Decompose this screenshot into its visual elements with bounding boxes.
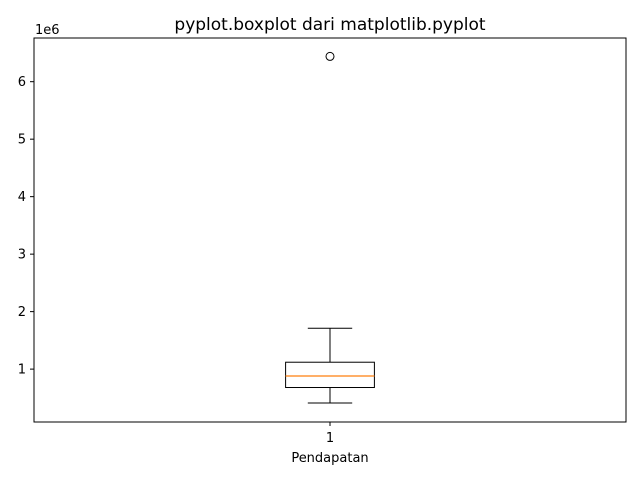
x-tick-label: 1 [326, 431, 334, 446]
x-axis: 1 [326, 422, 334, 446]
x-axis-label: Pendapatan [291, 451, 368, 466]
y-tick-label: 6 [18, 75, 26, 90]
y-axis: 1 2 3 4 5 6 [18, 75, 34, 378]
y-tick-label: 4 [18, 190, 26, 205]
y-tick-label: 2 [18, 305, 26, 320]
y-tick-label: 1 [18, 363, 26, 378]
y-tick-label: 5 [18, 133, 26, 148]
plot-frame [33, 37, 627, 423]
box-group [285, 51, 375, 404]
outlier-point [325, 51, 335, 61]
y-offset-label: 1e6 [35, 23, 60, 38]
chart-title: pyplot.boxplot dari matplotlib.pyplot [174, 15, 486, 35]
iqr-box [285, 361, 375, 389]
y-tick-label: 3 [18, 248, 26, 263]
plot-area [33, 37, 627, 423]
